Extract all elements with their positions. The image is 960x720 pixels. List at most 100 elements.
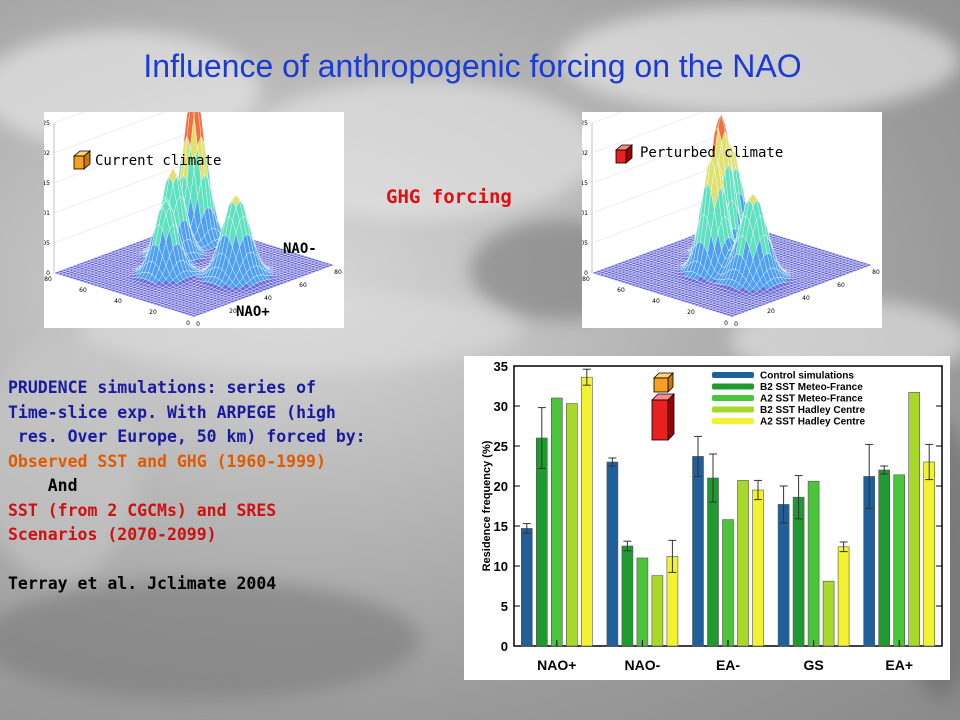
- left-surface-y-tick: 20: [149, 309, 157, 316]
- perturbed-climate-label: Perturbed climate: [640, 145, 784, 161]
- bar: [692, 456, 704, 647]
- legend-swatch: [712, 406, 754, 413]
- left-surface-x-tick: 20: [229, 308, 237, 315]
- left-surface-z-tick: 0.02: [44, 150, 50, 157]
- x-category-label: EA-: [716, 657, 740, 673]
- text-line: Scenarios (2070-2099): [8, 525, 217, 544]
- bar: [893, 474, 906, 647]
- y-tick-label: 5: [501, 599, 508, 614]
- text-line: SST (from 2 CGCMs) and SRES: [8, 500, 277, 520]
- right-surface-z-tick: 0.015: [582, 180, 588, 187]
- legend-swatch: [712, 372, 754, 378]
- left-surface-z-tick: 0.005: [44, 240, 50, 247]
- legend-label: B2 SST Meteo-France: [760, 382, 863, 393]
- right-surface-y-tick: 20: [687, 309, 695, 316]
- right-surface-z-tick: 0: [584, 270, 588, 277]
- current-climate-cube-icon: [72, 150, 92, 170]
- y-tick-label: 0: [501, 639, 508, 654]
- left-surface-x-tick: 60: [299, 282, 307, 289]
- slide-title: Influence of anthropogenic forcing on th…: [143, 48, 802, 84]
- legend-label: Control simulations: [760, 371, 854, 382]
- y-tick-label: 30: [494, 399, 508, 414]
- y-tick-label: 35: [494, 359, 508, 374]
- left-surface-x-tick: 80: [334, 269, 342, 276]
- left-surface-z-tick: 0.025: [44, 120, 50, 127]
- y-tick-label: 15: [494, 519, 508, 534]
- y-tick-label: 25: [494, 439, 508, 454]
- left-surface-z-tick: 0.015: [44, 180, 50, 187]
- right-surface-y-tick: 0: [724, 320, 728, 327]
- text-line: PRUDENCE simulations: series of: [8, 378, 316, 397]
- bar: [923, 461, 936, 647]
- left-surface-y-tick: 80: [44, 276, 52, 283]
- bar: [566, 403, 578, 647]
- bar: [792, 496, 805, 647]
- bar: [581, 376, 593, 647]
- right-surface-z-tick: 0.02: [582, 150, 588, 157]
- y-tick-label: 20: [494, 479, 508, 494]
- x-category-label: NAO-: [625, 657, 661, 673]
- right-surface-x-tick: 40: [802, 295, 810, 302]
- left-surface-x-tick: 0: [196, 321, 200, 328]
- y-axis-label: Residence frequency (%): [481, 440, 493, 571]
- y-tick-label: 10: [494, 559, 508, 574]
- current-climate-label: Current climate: [95, 153, 222, 169]
- text-line: And: [8, 476, 78, 495]
- current-climate-surface-plot: 0.0250.020.0150.010.00500204060800204060…: [44, 112, 344, 328]
- left-surface-x-tick: 40: [264, 295, 272, 302]
- left-surface-y-tick: 40: [114, 298, 122, 305]
- right-surface-x-tick: 80: [872, 269, 880, 276]
- right-surface-x-tick: 60: [837, 282, 845, 289]
- left-surface-z-tick: 0: [46, 270, 50, 277]
- bar: [651, 575, 664, 647]
- bar: [908, 392, 921, 647]
- chart-cube-icons: [651, 372, 675, 441]
- legend-swatch: [712, 395, 754, 401]
- legend-label: B2 SST Hadley Centre: [760, 405, 865, 416]
- bar: [777, 504, 790, 647]
- bar: [606, 461, 619, 647]
- right-surface-y-tick: 40: [652, 298, 660, 305]
- right-surface-x-tick: 20: [767, 308, 775, 315]
- perturbed-climate-surface-plot: 0.0250.020.0150.010.00500204060800204060…: [582, 112, 882, 328]
- right-surface-z-tick: 0.025: [582, 120, 588, 127]
- bar: [636, 557, 649, 647]
- bar: [536, 437, 548, 647]
- text-line: Terray et al. Jclimate 2004: [8, 574, 277, 593]
- bar: [837, 546, 850, 647]
- x-category-label: NAO+: [537, 657, 576, 673]
- text-line: Observed SST and GHG (1960-1999): [8, 451, 326, 471]
- left-surface-z-tick: 0.01: [44, 210, 50, 217]
- legend-label: A2 SST Meteo-France: [760, 394, 863, 405]
- ghg-forcing-label: GHG forcing: [386, 186, 512, 208]
- bar: [737, 480, 749, 647]
- x-category-label: EA+: [885, 657, 913, 673]
- bar: [878, 469, 891, 647]
- perturbed-climate-cube-icon: [614, 144, 634, 164]
- nao-minus-label: NAO-: [283, 241, 317, 257]
- text-line: res. Over Europe, 50 km) forced by:: [8, 427, 366, 446]
- right-surface-y-tick: 60: [617, 287, 625, 294]
- text-line: Time-slice exp. With ARPEGE (high: [8, 402, 336, 422]
- bar: [722, 519, 734, 647]
- right-surface-y-tick: 80: [582, 276, 590, 283]
- bar: [621, 545, 634, 647]
- right-surface-z-tick: 0.005: [582, 240, 588, 247]
- bar: [551, 397, 563, 647]
- left-surface-mesh: [53, 112, 335, 318]
- text-line: [8, 548, 468, 573]
- left-surface-y-tick: 60: [79, 287, 87, 294]
- right-surface-mesh: [591, 113, 873, 318]
- bar: [520, 528, 533, 647]
- bar: [752, 489, 764, 647]
- residence-frequency-bar-chart: 0 5 10 15 20 25 30 35 Residence frequency (%) NAO…: [464, 356, 950, 680]
- bar: [822, 580, 835, 647]
- legend-swatch: [712, 418, 754, 424]
- x-category-label: GS: [803, 657, 823, 673]
- legend-swatch: [712, 383, 754, 390]
- right-surface-z-tick: 0.01: [582, 210, 588, 217]
- bar: [707, 477, 719, 647]
- right-surface-x-tick: 0: [734, 321, 738, 328]
- description-text: PRUDENCE simulations: series of Time-slic…: [8, 376, 468, 597]
- bar: [807, 480, 820, 647]
